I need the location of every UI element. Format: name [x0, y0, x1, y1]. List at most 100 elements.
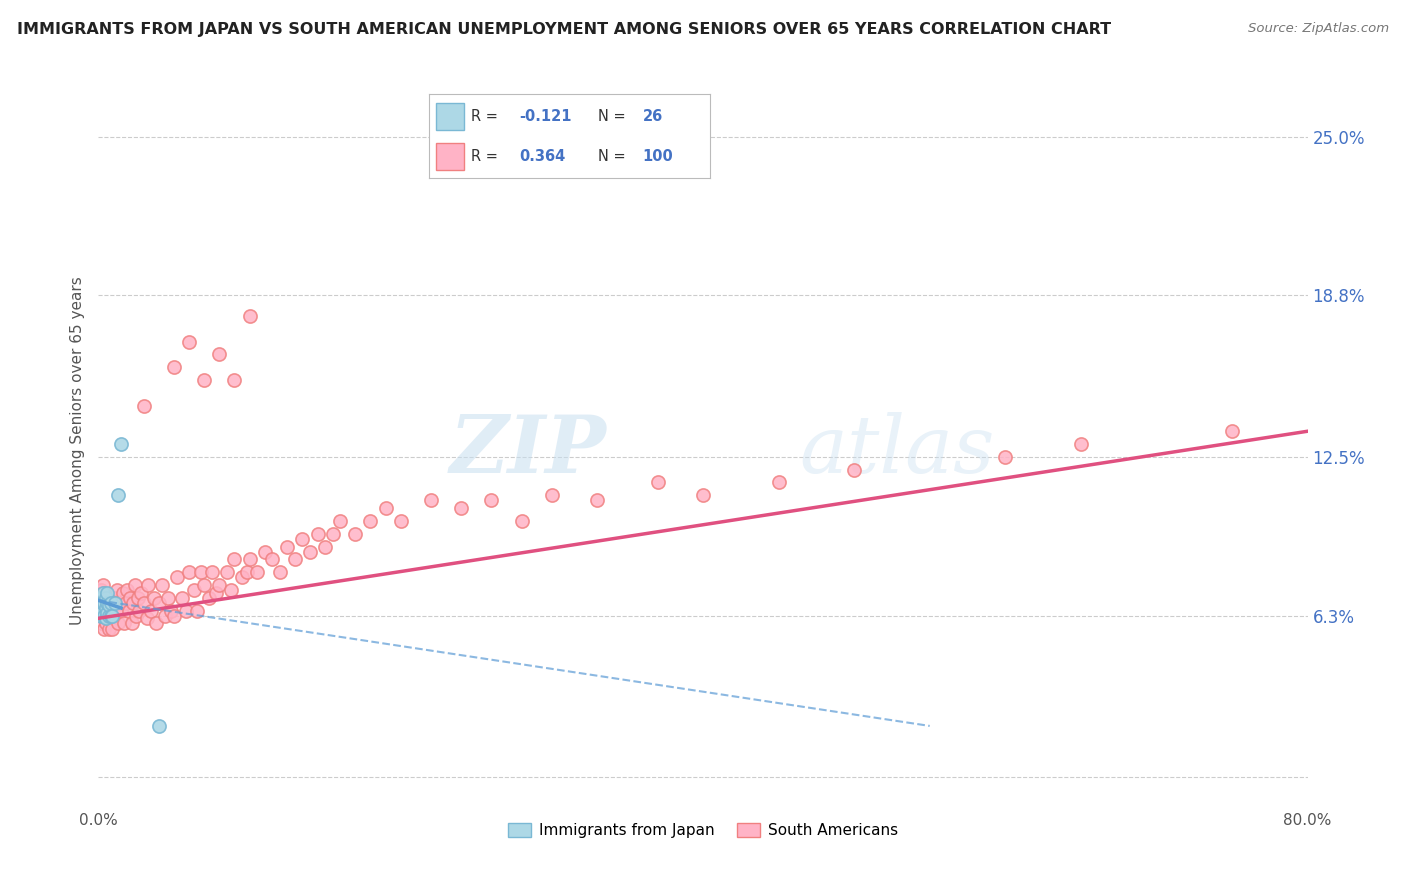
Point	[100, 596, 122, 610]
Point	[221, 583, 243, 598]
Point	[101, 608, 124, 623]
Point	[91, 596, 114, 610]
FancyBboxPatch shape	[436, 143, 464, 169]
Point	[153, 608, 176, 623]
Point	[90, 608, 112, 623]
Point	[93, 596, 115, 610]
Point	[127, 591, 149, 605]
Point	[163, 608, 186, 623]
Point	[103, 608, 125, 623]
Point	[239, 552, 262, 566]
Point	[166, 570, 188, 584]
Point	[90, 599, 112, 613]
Point	[1070, 437, 1092, 451]
Point	[389, 514, 412, 528]
Point	[160, 604, 183, 618]
Point	[208, 347, 231, 361]
Point	[90, 583, 112, 598]
Point	[94, 616, 117, 631]
Point	[540, 488, 562, 502]
Point	[128, 604, 150, 618]
Point	[91, 596, 114, 610]
Text: N =: N =	[598, 149, 630, 164]
Point	[215, 565, 238, 579]
Point	[100, 591, 122, 605]
Point	[322, 526, 344, 541]
Point	[89, 596, 111, 610]
Point	[647, 475, 669, 490]
Point	[125, 608, 148, 623]
Point	[98, 599, 121, 613]
Text: 100: 100	[643, 149, 673, 164]
Point	[91, 578, 114, 592]
Point	[692, 488, 714, 502]
Point	[235, 565, 257, 579]
Point	[93, 604, 115, 618]
Point	[174, 604, 197, 618]
Point	[314, 540, 336, 554]
Point	[253, 544, 276, 558]
Point	[193, 373, 215, 387]
Point	[94, 601, 117, 615]
Point	[135, 611, 157, 625]
Point	[284, 552, 307, 566]
Point	[90, 616, 112, 631]
Point	[98, 622, 121, 636]
Point	[190, 565, 212, 579]
Point	[193, 578, 215, 592]
Text: N =: N =	[598, 109, 630, 124]
Point	[89, 604, 111, 618]
Point	[112, 616, 135, 631]
Point	[90, 599, 112, 613]
Point	[224, 373, 246, 387]
Point	[450, 501, 472, 516]
Point	[91, 604, 114, 618]
Point	[186, 604, 208, 618]
Point	[307, 526, 329, 541]
Text: 26: 26	[643, 109, 662, 124]
Point	[768, 475, 790, 490]
Point	[111, 585, 134, 599]
Point	[105, 604, 128, 618]
Point	[148, 596, 170, 610]
Point	[1220, 424, 1243, 438]
Point	[94, 611, 117, 625]
Point	[150, 578, 173, 592]
Point	[374, 501, 396, 516]
Point	[114, 596, 136, 610]
Point	[91, 585, 114, 599]
Point	[136, 578, 159, 592]
Point	[103, 591, 125, 605]
Text: -0.121: -0.121	[519, 109, 571, 124]
Point	[132, 399, 155, 413]
Point	[96, 596, 118, 610]
Text: IMMIGRANTS FROM JAPAN VS SOUTH AMERICAN UNEMPLOYMENT AMONG SENIORS OVER 65 YEARS: IMMIGRANTS FROM JAPAN VS SOUTH AMERICAN …	[17, 22, 1111, 37]
Point	[360, 514, 382, 528]
Point	[98, 604, 121, 618]
Point	[132, 596, 155, 610]
Point	[118, 604, 141, 618]
Point	[179, 334, 201, 349]
Point	[120, 591, 142, 605]
Point	[179, 565, 201, 579]
Point	[183, 583, 205, 598]
FancyBboxPatch shape	[436, 103, 464, 130]
Point	[276, 540, 298, 554]
Point	[201, 565, 224, 579]
Point	[129, 585, 152, 599]
Point	[124, 578, 146, 592]
Point	[94, 596, 117, 610]
Point	[344, 526, 367, 541]
Point	[208, 578, 231, 592]
Point	[170, 591, 193, 605]
Point	[107, 616, 129, 631]
Point	[96, 591, 118, 605]
Point	[510, 514, 533, 528]
Point	[148, 719, 170, 733]
Point	[163, 360, 186, 375]
Point	[89, 591, 111, 605]
Point	[269, 565, 291, 579]
Text: atlas: atlas	[800, 412, 995, 489]
Point	[104, 596, 127, 610]
Point	[246, 565, 269, 579]
